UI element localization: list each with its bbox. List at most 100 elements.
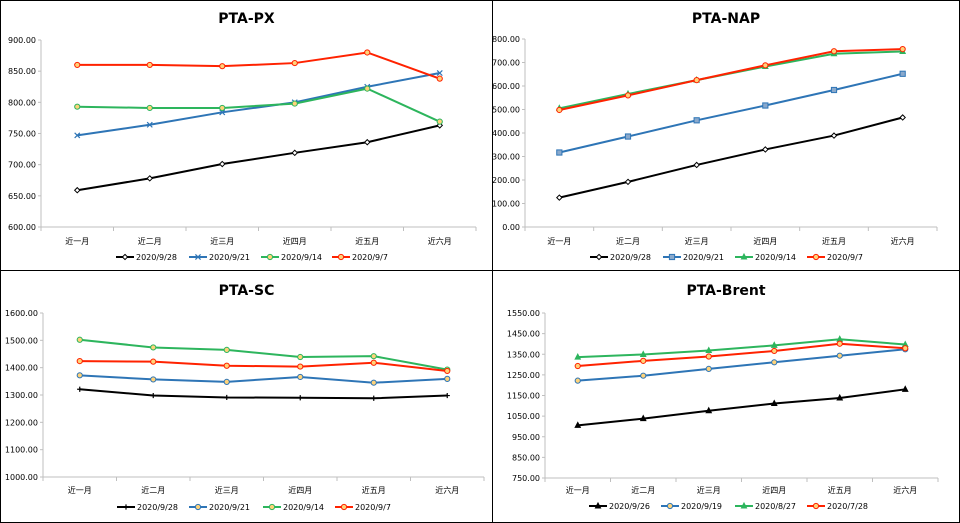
chart-title: PTA-Brent: [686, 283, 765, 299]
series-2020-9-7: [76, 358, 451, 375]
legend-label: 2020/9/21: [683, 253, 724, 262]
data-point: [218, 160, 226, 168]
data-point: [224, 394, 230, 401]
series-2020-9-14: [74, 85, 443, 125]
data-point: [74, 103, 81, 110]
data-point: [150, 344, 157, 351]
series-2020-9-7: [74, 49, 443, 82]
series-line: [79, 338, 448, 371]
x-tick-label: 近五月: [828, 485, 852, 495]
data-point: [574, 353, 582, 360]
legend-item: 2020/9/21: [663, 253, 724, 262]
data-point: [150, 376, 157, 383]
legend-item: 2020/7/28: [807, 502, 868, 511]
data-point: [74, 132, 81, 139]
data-point: [836, 352, 843, 359]
y-tick-label: 1400.00: [5, 364, 38, 373]
data-point: [146, 61, 153, 69]
legend-label: 2020/9/21: [209, 503, 250, 512]
data-point: [297, 373, 304, 381]
data-point: [77, 386, 83, 392]
series-2020-9-28: [73, 122, 444, 194]
legend-marker: [121, 253, 129, 261]
legend-label: 2020/9/28: [137, 503, 178, 512]
data-point: [297, 353, 304, 361]
chart-panel-pta-px: PTA-PX 900.00 850.00 800.00 750.00 700.00 650.…: [0, 0, 493, 271]
x-tick-label: 近五月: [822, 236, 846, 246]
y-tick-label: 650.00: [8, 192, 36, 201]
legend-item: 2020/9/19: [661, 502, 722, 511]
data-point: [297, 363, 304, 370]
data-point: [762, 146, 769, 153]
data-point: [364, 85, 371, 92]
series-line: [77, 124, 440, 192]
data-point: [150, 392, 156, 399]
data-point: [291, 149, 299, 157]
data-point: [444, 367, 451, 375]
data-point: [836, 393, 844, 401]
data-point: [693, 117, 700, 124]
series-line: [559, 116, 903, 199]
x-tick-label: 近一月: [68, 485, 92, 495]
series-line: [79, 374, 448, 384]
data-point: [219, 63, 226, 70]
legend-marker: [194, 253, 202, 261]
legend-label: 2020/8/27: [755, 502, 796, 511]
y-tick-label: 1150.00: [507, 392, 540, 401]
series-2020-9-19: [574, 346, 909, 384]
series-line: [577, 338, 906, 359]
series-line: [77, 87, 441, 123]
x-tick-label: 近一月: [547, 236, 571, 246]
data-point: [574, 421, 582, 428]
data-point: [640, 357, 647, 364]
series-2020-9-26: [574, 385, 909, 428]
y-tick-label: 600.00: [8, 223, 36, 232]
data-point: [370, 353, 377, 360]
legend-item: 2020/9/14: [735, 252, 796, 262]
data-point: [624, 178, 632, 186]
data-point: [624, 92, 632, 99]
data-point: [770, 341, 778, 348]
legend-marker: [812, 502, 820, 510]
data-point: [770, 399, 778, 407]
y-tick-label: 950.00: [512, 433, 540, 442]
data-point: [371, 395, 377, 401]
y-tick-label: 750.00: [8, 130, 36, 139]
legend-item: 2020/9/21: [189, 503, 250, 512]
chart-title: PTA-SC: [219, 283, 275, 299]
y-tick-label: 400.00: [493, 129, 520, 138]
y-tick-label: 1450.00: [507, 330, 540, 339]
data-point: [693, 77, 700, 84]
data-point: [836, 340, 843, 347]
data-point: [901, 385, 909, 392]
data-point: [574, 362, 581, 370]
legend-marker: [666, 502, 674, 510]
data-point: [223, 362, 230, 369]
x-tick-label: 近五月: [355, 236, 379, 246]
data-point: [640, 372, 647, 379]
legend-label: 2020/9/26: [609, 502, 650, 511]
series-2020-7-28: [574, 340, 909, 370]
series-line: [577, 388, 906, 427]
y-tick-label: 750.00: [512, 474, 540, 483]
data-point: [76, 372, 83, 379]
legend-marker: [595, 253, 603, 261]
series-2020-9-28: [77, 386, 450, 401]
data-point: [771, 347, 778, 355]
data-point: [223, 346, 230, 354]
series-2020-9-7: [556, 46, 906, 114]
y-tick-label: 700.00: [8, 161, 36, 170]
series-2020-9-21: [74, 70, 443, 139]
series-line: [77, 51, 441, 80]
y-tick-label: 600.00: [493, 82, 520, 91]
y-tick-label: 500.00: [493, 106, 520, 115]
legend-marker: [740, 252, 748, 260]
series-line: [77, 72, 440, 137]
legend-item: 2020/9/14: [261, 253, 322, 262]
x-tick-label: 近六月: [891, 236, 915, 246]
legend-item: 2020/8/27: [735, 501, 796, 511]
data-point: [73, 186, 81, 194]
legend-label: 2020/9/21: [209, 253, 250, 262]
legend-label: 2020/9/14: [755, 253, 796, 262]
x-tick-label: 近四月: [753, 236, 777, 246]
